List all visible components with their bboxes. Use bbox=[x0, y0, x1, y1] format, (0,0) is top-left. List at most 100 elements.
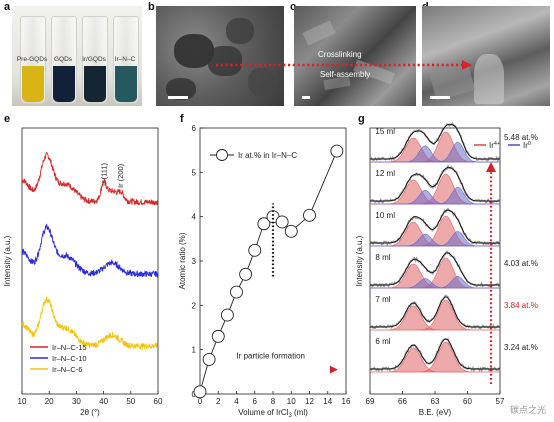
xps-value-label: 5.48 at.% bbox=[504, 133, 538, 142]
data-point bbox=[248, 243, 262, 257]
xps-series-label: 12 ml bbox=[375, 169, 395, 178]
y-tick-label: 1 bbox=[192, 346, 197, 355]
vial-label: GQDs bbox=[53, 56, 73, 63]
peak-label-ir200: Ir (200) bbox=[116, 163, 125, 188]
vial-label: Ir/GQDs bbox=[82, 56, 106, 63]
y-tick-label: 2 bbox=[192, 301, 197, 310]
y-tick-label: 3 bbox=[192, 257, 197, 266]
scale-bar bbox=[168, 96, 188, 99]
xrd-series-line bbox=[21, 223, 159, 279]
xps-component-peak bbox=[370, 173, 500, 205]
vial-liquid bbox=[84, 66, 106, 102]
xps-series-label: 10 ml bbox=[375, 211, 395, 220]
vial bbox=[20, 16, 46, 104]
vial-liquid bbox=[22, 66, 44, 102]
panel-letter-f: f bbox=[180, 113, 184, 125]
legend-entry: Ir0 bbox=[523, 141, 531, 150]
vial-label: Pre-GQDs bbox=[16, 56, 48, 63]
legend-entry: Ir4+ bbox=[489, 141, 500, 150]
xps-component-peak bbox=[370, 141, 500, 163]
vials-photo: Pre-GQDs GQDs Ir/GQDs Ir–N–C bbox=[12, 6, 142, 106]
data-point bbox=[330, 144, 344, 158]
data-point bbox=[211, 329, 225, 343]
trend-arrowhead bbox=[486, 162, 496, 172]
xps-envelope bbox=[370, 166, 500, 202]
xps-series-label: 7 ml bbox=[375, 295, 390, 304]
x-tick-label: 4 bbox=[234, 397, 239, 406]
crosslinking-label: Crosslinking bbox=[318, 50, 362, 59]
xps-component-peak bbox=[370, 299, 500, 331]
xps-series-label: 8 ml bbox=[375, 253, 390, 262]
xps-envelope bbox=[370, 296, 500, 328]
xps-envelope bbox=[370, 209, 500, 244]
data-point bbox=[303, 208, 316, 222]
xps-component-peak bbox=[370, 215, 500, 247]
data-point bbox=[220, 308, 234, 322]
xps-series-label: 6 ml bbox=[375, 337, 390, 346]
legend-entry: Ir–N–C-15 bbox=[52, 343, 87, 352]
x-tick-label: 40 bbox=[99, 397, 108, 406]
panel-letter-c: c bbox=[290, 1, 296, 13]
xps-envelope bbox=[370, 252, 500, 286]
x-tick-label: 8 bbox=[271, 397, 276, 406]
x-tick-label: 60 bbox=[154, 397, 163, 406]
y-axis-label: Atomic ratio (%) bbox=[178, 232, 187, 289]
legend-marker bbox=[216, 149, 228, 161]
xps-component-peak bbox=[370, 186, 500, 205]
x-tick-label: 10 bbox=[18, 397, 27, 406]
x-tick-label: 6 bbox=[253, 397, 258, 406]
data-point bbox=[202, 352, 216, 366]
legend-entry: Ir–N–C-6 bbox=[52, 365, 82, 374]
x-tick-label: 57 bbox=[496, 397, 505, 406]
x-tick-label: 12 bbox=[305, 397, 314, 406]
x-tick-label: 20 bbox=[45, 397, 54, 406]
x-axis-label: Volume of IrCl3 (ml) bbox=[238, 408, 308, 418]
watermark: 碳点之光 bbox=[509, 405, 546, 415]
data-point bbox=[193, 385, 207, 399]
plot-frame bbox=[21, 127, 159, 395]
xrd-chart: 10 20 30 40 50 60 2θ (°) Intensity (a.u.) Ir (11… bbox=[3, 127, 163, 417]
sem-image-c bbox=[294, 6, 416, 106]
xps-series-label: 15 ml bbox=[375, 127, 395, 136]
annotation-arrowhead bbox=[329, 365, 338, 374]
x-tick-label: 16 bbox=[342, 397, 351, 406]
legend-entry: Ir–N–C-10 bbox=[52, 354, 87, 363]
vial bbox=[113, 16, 139, 104]
data-point bbox=[257, 217, 271, 231]
x-tick-label: 50 bbox=[126, 397, 135, 406]
vial bbox=[51, 16, 77, 104]
x-tick-label: 60 bbox=[463, 397, 472, 406]
y-tick-label: 5 bbox=[192, 168, 197, 177]
xps-component-peak bbox=[370, 276, 500, 289]
x-tick-label: 0 bbox=[198, 397, 203, 406]
vial-label: Ir–N–C bbox=[114, 56, 136, 63]
data-point bbox=[284, 224, 298, 238]
tem-image bbox=[156, 6, 284, 106]
panel-letter-g: g bbox=[358, 113, 365, 125]
data-point bbox=[239, 267, 253, 281]
x-tick-label: 69 bbox=[366, 397, 375, 406]
xps-component-peak bbox=[370, 341, 500, 373]
xps-chart: 69 66 63 60 57 B.E. (eV) Intensity (a.u.) 15 ml… bbox=[355, 121, 538, 417]
y-tick-label: 0 bbox=[192, 390, 197, 399]
y-axis-label: Intensity (a.u.) bbox=[3, 235, 12, 286]
xps-component-peak bbox=[370, 231, 500, 247]
data-point bbox=[230, 285, 243, 299]
xps-value-label: 3.84 at.% bbox=[504, 301, 538, 310]
vial bbox=[82, 16, 108, 104]
xps-envelope bbox=[370, 338, 500, 370]
scale-bar bbox=[430, 96, 450, 99]
xps-value-label: 3.24 at.% bbox=[504, 343, 538, 352]
y-axis-label: Intensity (a.u.) bbox=[355, 235, 364, 286]
xrd-series-line bbox=[21, 296, 158, 351]
y-tick-label: 4 bbox=[192, 213, 197, 222]
x-tick-label: 2 bbox=[216, 397, 221, 406]
panel-letter-e: e bbox=[4, 113, 11, 125]
x-tick-label: 66 bbox=[398, 397, 407, 406]
vial-liquid bbox=[53, 66, 75, 102]
data-point bbox=[275, 215, 289, 229]
y-tick-label: 6 bbox=[192, 124, 197, 133]
